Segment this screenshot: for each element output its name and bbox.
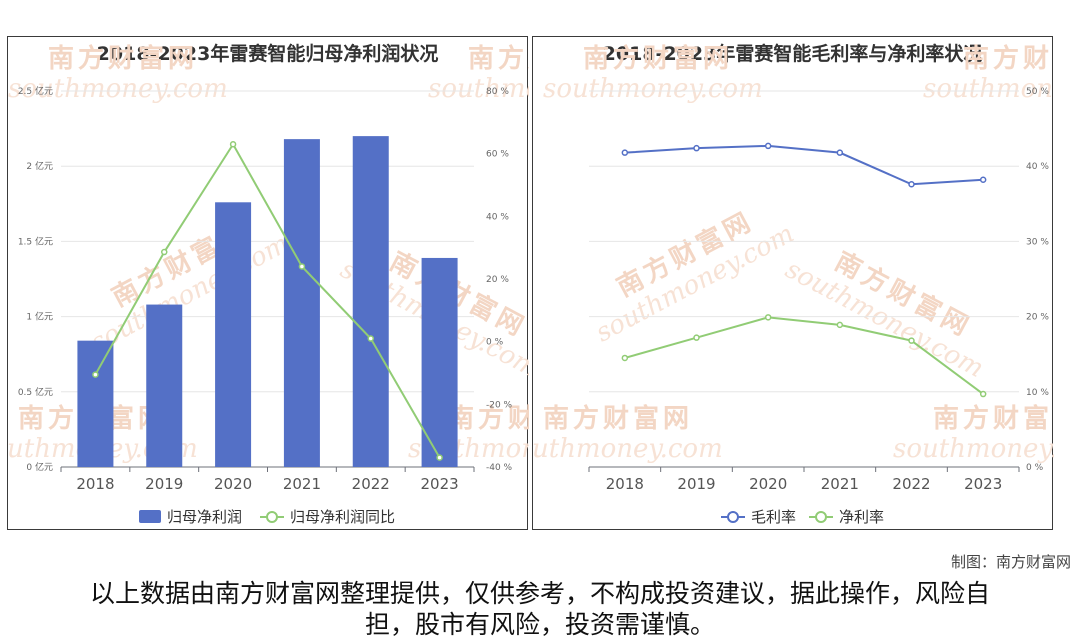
bar-2021 — [283, 139, 320, 467]
legend-gross-marker — [727, 511, 739, 523]
legend-bar-label: 归母净利润 — [167, 508, 242, 526]
watermark-logo: 南方财富网 — [448, 403, 529, 434]
watermark-logo: southmoney.com — [893, 434, 1054, 464]
watermark-logo: 南方财富网 — [543, 403, 693, 434]
net-margin-point-2021 — [836, 321, 844, 329]
margin-chart-panel: 2018-2023年雷赛智能毛利率与净利率状况 南方财富网 southmoney.… — [532, 36, 1054, 530]
y-right-tick-label: 40 % — [486, 212, 509, 222]
yoy-point-2018 — [92, 371, 99, 378]
y-right-tick-label: 0 % — [486, 338, 504, 348]
yoy-line — [94, 142, 441, 459]
gross-margin-point-2020 — [764, 142, 772, 150]
y-right-tick-label: 60 % — [486, 150, 509, 160]
margin-chart: 南方财富网southmoney.com南方财富网southmoney.com南方… — [533, 43, 1054, 526]
y-right-tick-label: 80 % — [486, 87, 509, 97]
yoy-point-2023 — [436, 454, 443, 461]
y-left-tick-label: 0.5 亿元 — [18, 386, 53, 398]
watermark-logo: southmoney.com — [8, 74, 228, 104]
watermark-logo: 南方财富网 — [933, 403, 1054, 434]
yoy-point-2020 — [229, 141, 237, 148]
x-tick-label: 2023 — [420, 475, 458, 493]
y-left-tick-label: 2 亿元 — [26, 160, 53, 172]
net-margin-point-2019 — [693, 334, 700, 341]
watermark-logo: 南方财富网 — [468, 43, 529, 74]
net-margin-point-2022 — [908, 337, 915, 344]
profit-chart-panel: 2018-2023年雷赛智能归母净利润状况 南方财富网 southmoney.co… — [7, 36, 529, 530]
y-right-tick-label: 40 % — [1026, 162, 1049, 172]
legend-line-marker — [266, 511, 278, 523]
bar-2018 — [77, 340, 114, 467]
net-margin-point-2023 — [979, 390, 987, 398]
x-tick-label: 2021 — [283, 475, 321, 493]
y-left-tick-label: 0 亿元 — [26, 461, 53, 473]
y-left-tick-label: 1.5 亿元 — [18, 235, 53, 247]
y-right-tick-label: -20 % — [486, 400, 513, 410]
x-tick-label: 2022 — [892, 475, 930, 493]
gross-margin-point-2019 — [693, 144, 700, 152]
y-right-tick-label: 0 % — [1026, 463, 1044, 473]
yoy-point-2022 — [367, 335, 374, 342]
net-margin-point-2018 — [621, 354, 629, 362]
x-tick-label: 2018 — [606, 475, 644, 493]
legend-bar-swatch — [139, 510, 161, 523]
x-tick-label: 2023 — [964, 475, 1002, 493]
yoy-point-2021 — [298, 263, 306, 270]
y-right-tick-label: 20 % — [1026, 313, 1049, 323]
disclaimer-text: 以上数据由南方财富网整理提供，仅供参考，不构成投资建议，据此操作，风险自担，股市… — [89, 579, 990, 639]
yoy-point-2019 — [161, 248, 168, 256]
gross-margin-line — [624, 144, 984, 186]
y-right-tick-label: 30 % — [1026, 237, 1049, 247]
y-right-tick-label: 10 % — [1026, 388, 1049, 398]
x-tick-label: 2021 — [821, 475, 859, 493]
chart-credit: 制图：南方财富网 — [950, 553, 1071, 571]
x-tick-label: 2020 — [749, 475, 787, 493]
y-right-tick-label: 50 % — [1026, 87, 1049, 97]
legend-line-label: 归母净利润同比 — [290, 508, 395, 526]
profit-chart: 南方财富网southmoney.com南方财富网southmoney.com南方… — [8, 43, 529, 526]
bar-2022 — [352, 136, 389, 467]
watermark-logo: southmoney.com — [543, 74, 763, 104]
legend-gross-label: 毛利率 — [751, 508, 796, 526]
watermark-logo: 南方财富网 — [963, 43, 1054, 74]
legend-net-marker — [815, 511, 827, 523]
gross-margin-point-2022 — [908, 180, 915, 188]
x-tick-label: 2019 — [677, 475, 715, 493]
bar-2019 — [146, 304, 183, 467]
bar-2023 — [421, 257, 458, 467]
x-tick-label: 2018 — [76, 475, 114, 493]
legend-net-label: 净利率 — [839, 508, 884, 526]
net-margin-point-2020 — [764, 314, 772, 321]
watermark-logo: southmoney.com — [923, 74, 1054, 104]
y-left-tick-label: 2.5 亿元 — [18, 85, 53, 97]
watermark-logo: southmoney.com — [428, 74, 529, 104]
profit-chart-title: 2018-2023年雷赛智能归母净利润状况 — [96, 43, 439, 65]
x-tick-label: 2019 — [145, 475, 183, 493]
watermark-logo: southmoney.com — [533, 434, 723, 464]
watermark-logo: 南方财富网 — [583, 43, 733, 74]
gross-margin-point-2018 — [621, 149, 629, 156]
y-right-tick-label: 20 % — [486, 275, 509, 285]
x-tick-label: 2022 — [352, 475, 390, 493]
gross-margin-point-2021 — [836, 149, 844, 156]
net-margin-line — [624, 316, 984, 395]
y-right-tick-label: -40 % — [486, 463, 513, 473]
bar-2020 — [215, 202, 252, 467]
x-tick-label: 2020 — [214, 475, 252, 493]
gross-margin-point-2023 — [979, 176, 987, 183]
margin-chart-title: 2018-2023年雷赛智能毛利率与净利率状况 — [602, 43, 983, 65]
watermark-logo: 南方财富网 — [48, 43, 198, 74]
y-left-tick-label: 1 亿元 — [26, 311, 53, 323]
